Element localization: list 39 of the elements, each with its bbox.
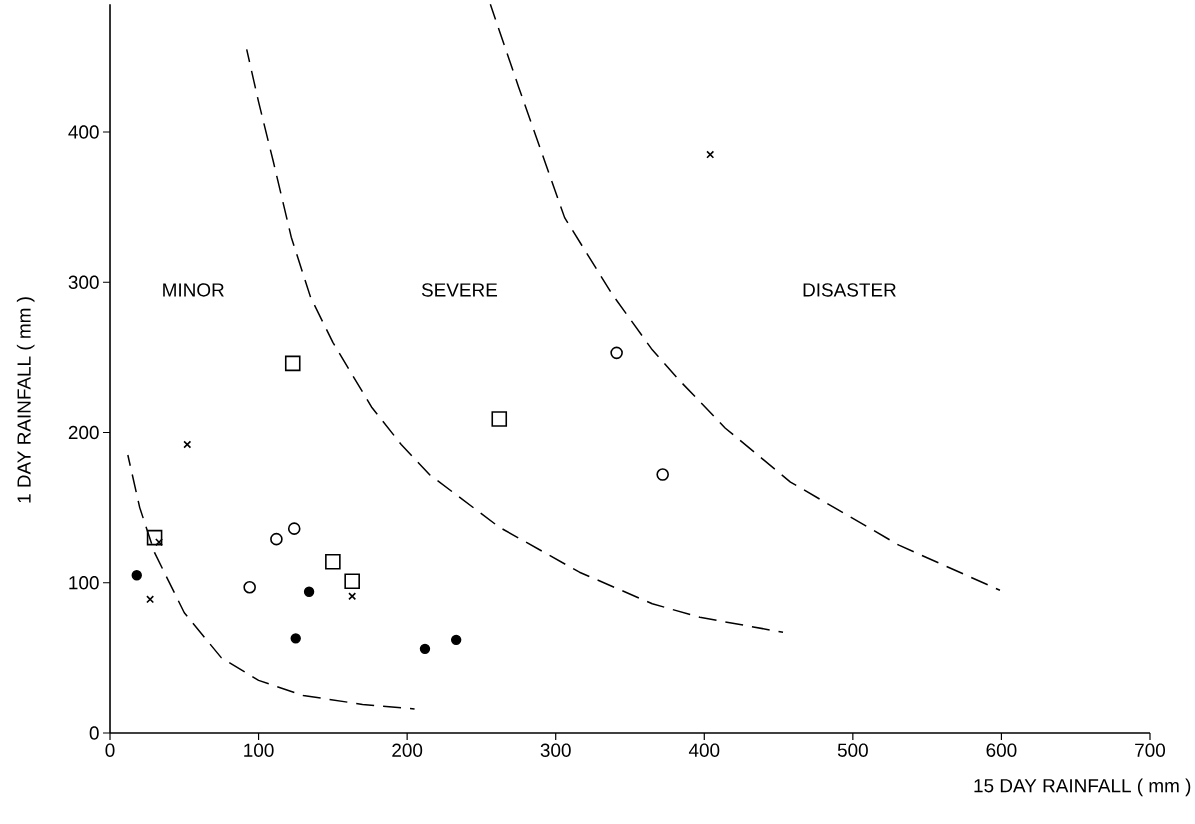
point [656, 468, 669, 481]
x-tick-label: 200 [392, 743, 423, 757]
point [325, 553, 341, 570]
y-tick-label: 0 [89, 726, 99, 740]
point [146, 595, 155, 604]
y-tick-label: 200 [68, 425, 99, 440]
point [146, 529, 163, 546]
point [287, 522, 301, 535]
y-axis-title: 1 DAY RAINFALL ( mm ) [16, 297, 35, 503]
x-tick-label: 700 [1135, 743, 1166, 757]
point [610, 346, 623, 360]
y-tick-label: 300 [68, 275, 99, 289]
line-series [245, 48, 784, 634]
x-tick-label: 100 [244, 743, 274, 757]
annotation: MINOR [163, 283, 224, 297]
x-tick-label: 300 [540, 743, 571, 757]
point [348, 592, 357, 601]
point [491, 411, 508, 427]
x-axis-title: 15 DAY RAINFALL ( mm ) [974, 778, 1191, 797]
x-tick-label: 0 [105, 743, 115, 757]
point [290, 633, 301, 644]
point [284, 355, 301, 372]
point [706, 150, 715, 159]
x-tick-label: 600 [986, 743, 1017, 757]
point [303, 586, 315, 597]
annotation: DISASTER [803, 283, 896, 297]
point [344, 573, 360, 590]
annotation: SEVERE [421, 283, 498, 297]
point [155, 538, 164, 547]
x-tick-label: 400 [688, 743, 720, 757]
x-tick-label: 500 [837, 743, 868, 757]
point [243, 580, 256, 594]
point [131, 570, 142, 581]
y-tick-label: 100 [69, 576, 99, 590]
point [450, 634, 462, 646]
point [270, 532, 283, 546]
y-tick-label: 400 [68, 125, 99, 139]
point [419, 643, 431, 655]
line-series [127, 454, 416, 710]
